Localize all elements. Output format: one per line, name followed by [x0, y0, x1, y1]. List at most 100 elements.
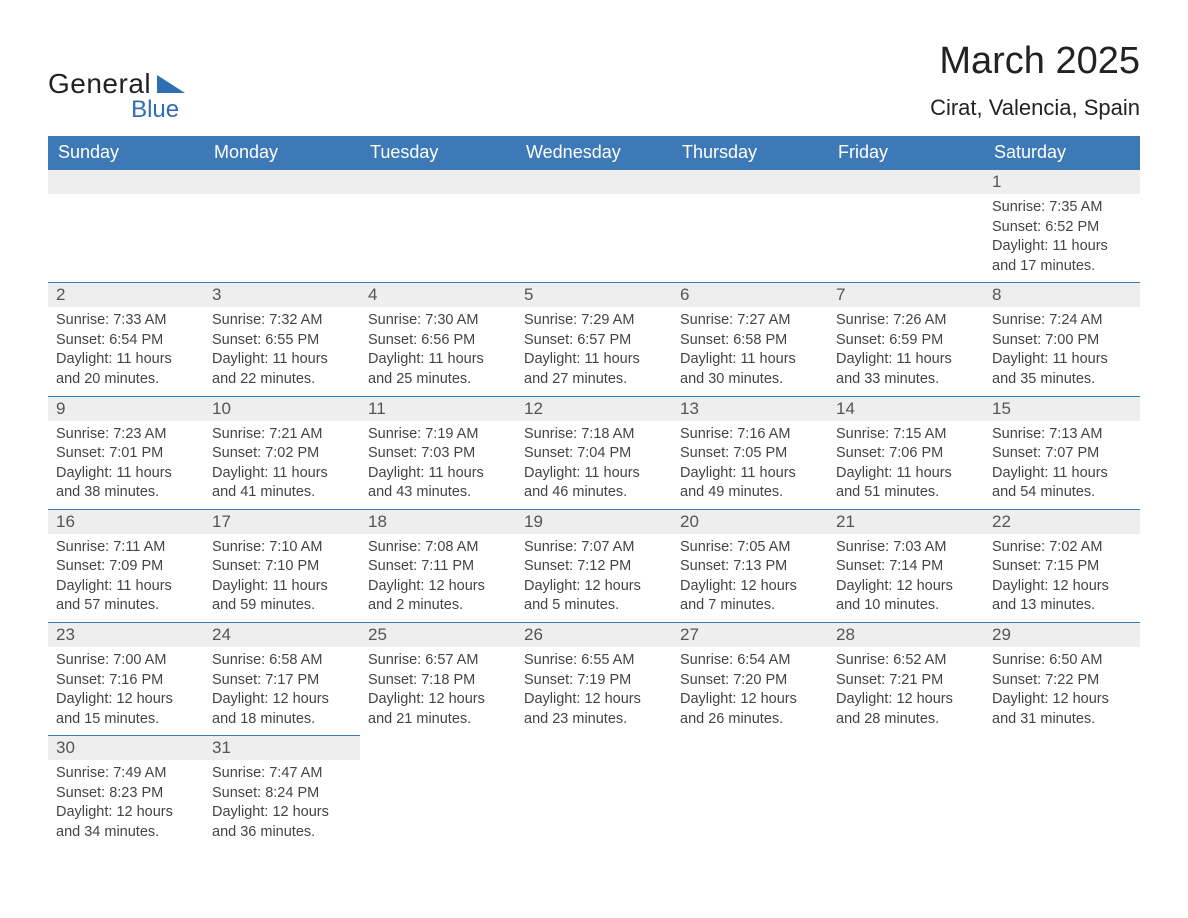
calendar-day-cell: 22Sunrise: 7:02 AMSunset: 7:15 PMDayligh…	[984, 509, 1140, 622]
calendar-day-cell: 29Sunrise: 6:50 AMSunset: 7:22 PMDayligh…	[984, 623, 1140, 736]
sunset-line: Sunset: 7:00 PM	[992, 331, 1132, 351]
calendar-day-cell: 13Sunrise: 7:16 AMSunset: 7:05 PMDayligh…	[672, 396, 828, 509]
calendar-day-cell: 24Sunrise: 6:58 AMSunset: 7:17 PMDayligh…	[204, 623, 360, 736]
weekday-header: Sunday	[48, 136, 204, 170]
daylight-line: Daylight: 12 hours and 34 minutes.	[56, 803, 196, 842]
daylight-line: Daylight: 12 hours and 26 minutes.	[680, 690, 820, 729]
sunrise-line: Sunrise: 6:50 AM	[992, 651, 1132, 671]
sunrise-line: Sunrise: 7:33 AM	[56, 311, 196, 331]
calendar-header: SundayMondayTuesdayWednesdayThursdayFrid…	[48, 136, 1140, 170]
day-details: Sunrise: 7:29 AMSunset: 6:57 PMDaylight:…	[516, 307, 672, 395]
sunrise-line: Sunrise: 7:21 AM	[212, 425, 352, 445]
sunrise-line: Sunrise: 6:58 AM	[212, 651, 352, 671]
calendar-day-cell	[516, 170, 672, 283]
daylight-line: Daylight: 11 hours and 38 minutes.	[56, 464, 196, 503]
sunset-line: Sunset: 8:23 PM	[56, 784, 196, 804]
sunset-line: Sunset: 7:12 PM	[524, 557, 664, 577]
day-number: 29	[984, 623, 1140, 647]
calendar-day-cell: 23Sunrise: 7:00 AMSunset: 7:16 PMDayligh…	[48, 623, 204, 736]
weekday-header: Saturday	[984, 136, 1140, 170]
empty-daynum	[516, 170, 672, 194]
day-details: Sunrise: 7:26 AMSunset: 6:59 PMDaylight:…	[828, 307, 984, 395]
daylight-line: Daylight: 11 hours and 17 minutes.	[992, 237, 1132, 276]
sunset-line: Sunset: 7:02 PM	[212, 444, 352, 464]
calendar-day-cell: 27Sunrise: 6:54 AMSunset: 7:20 PMDayligh…	[672, 623, 828, 736]
sunset-line: Sunset: 7:16 PM	[56, 671, 196, 691]
daylight-line: Daylight: 11 hours and 41 minutes.	[212, 464, 352, 503]
calendar-week-row: 2Sunrise: 7:33 AMSunset: 6:54 PMDaylight…	[48, 283, 1140, 396]
daylight-line: Daylight: 11 hours and 35 minutes.	[992, 350, 1132, 389]
day-details: Sunrise: 7:10 AMSunset: 7:10 PMDaylight:…	[204, 534, 360, 622]
sunrise-line: Sunrise: 7:26 AM	[836, 311, 976, 331]
daylight-line: Daylight: 12 hours and 13 minutes.	[992, 577, 1132, 616]
calendar-day-cell: 6Sunrise: 7:27 AMSunset: 6:58 PMDaylight…	[672, 283, 828, 396]
calendar-day-cell	[984, 736, 1140, 849]
sunrise-line: Sunrise: 7:35 AM	[992, 198, 1132, 218]
sunset-line: Sunset: 6:56 PM	[368, 331, 508, 351]
calendar-day-cell	[48, 170, 204, 283]
daylight-line: Daylight: 12 hours and 15 minutes.	[56, 690, 196, 729]
calendar-day-cell	[672, 736, 828, 849]
day-number: 17	[204, 510, 360, 534]
calendar-day-cell: 7Sunrise: 7:26 AMSunset: 6:59 PMDaylight…	[828, 283, 984, 396]
sunset-line: Sunset: 8:24 PM	[212, 784, 352, 804]
sunrise-line: Sunrise: 7:16 AM	[680, 425, 820, 445]
day-number: 3	[204, 283, 360, 307]
daylight-line: Daylight: 11 hours and 22 minutes.	[212, 350, 352, 389]
day-number: 23	[48, 623, 204, 647]
sunset-line: Sunset: 7:03 PM	[368, 444, 508, 464]
calendar-day-cell	[672, 170, 828, 283]
day-number: 20	[672, 510, 828, 534]
calendar-day-cell: 2Sunrise: 7:33 AMSunset: 6:54 PMDaylight…	[48, 283, 204, 396]
calendar-day-cell: 20Sunrise: 7:05 AMSunset: 7:13 PMDayligh…	[672, 509, 828, 622]
calendar-day-cell: 5Sunrise: 7:29 AMSunset: 6:57 PMDaylight…	[516, 283, 672, 396]
daylight-line: Daylight: 11 hours and 30 minutes.	[680, 350, 820, 389]
sunset-line: Sunset: 7:18 PM	[368, 671, 508, 691]
day-number: 18	[360, 510, 516, 534]
day-number: 15	[984, 397, 1140, 421]
daylight-line: Daylight: 12 hours and 28 minutes.	[836, 690, 976, 729]
day-number: 7	[828, 283, 984, 307]
day-details: Sunrise: 7:18 AMSunset: 7:04 PMDaylight:…	[516, 421, 672, 509]
brand-word-2: Blue	[131, 96, 179, 124]
weekday-header: Thursday	[672, 136, 828, 170]
calendar-day-cell: 16Sunrise: 7:11 AMSunset: 7:09 PMDayligh…	[48, 509, 204, 622]
weekday-header: Monday	[204, 136, 360, 170]
day-number: 5	[516, 283, 672, 307]
sunset-line: Sunset: 7:05 PM	[680, 444, 820, 464]
day-details: Sunrise: 7:35 AMSunset: 6:52 PMDaylight:…	[984, 194, 1140, 282]
sunset-line: Sunset: 6:52 PM	[992, 218, 1132, 238]
sunset-line: Sunset: 7:10 PM	[212, 557, 352, 577]
daylight-line: Daylight: 11 hours and 54 minutes.	[992, 464, 1132, 503]
sunrise-line: Sunrise: 7:30 AM	[368, 311, 508, 331]
sunrise-line: Sunrise: 6:54 AM	[680, 651, 820, 671]
sunrise-line: Sunrise: 7:11 AM	[56, 538, 196, 558]
sunset-line: Sunset: 7:04 PM	[524, 444, 664, 464]
calendar-day-cell: 12Sunrise: 7:18 AMSunset: 7:04 PMDayligh…	[516, 396, 672, 509]
day-number: 30	[48, 736, 204, 760]
day-number: 13	[672, 397, 828, 421]
daylight-line: Daylight: 12 hours and 7 minutes.	[680, 577, 820, 616]
sunrise-line: Sunrise: 7:49 AM	[56, 764, 196, 784]
day-number: 31	[204, 736, 360, 760]
day-details: Sunrise: 7:16 AMSunset: 7:05 PMDaylight:…	[672, 421, 828, 509]
sunrise-line: Sunrise: 6:57 AM	[368, 651, 508, 671]
day-number: 26	[516, 623, 672, 647]
calendar-day-cell	[516, 736, 672, 849]
sunrise-line: Sunrise: 7:03 AM	[836, 538, 976, 558]
weekday-header: Wednesday	[516, 136, 672, 170]
daylight-line: Daylight: 11 hours and 59 minutes.	[212, 577, 352, 616]
sunset-line: Sunset: 7:09 PM	[56, 557, 196, 577]
sunset-line: Sunset: 7:15 PM	[992, 557, 1132, 577]
day-details: Sunrise: 7:03 AMSunset: 7:14 PMDaylight:…	[828, 534, 984, 622]
calendar-day-cell: 11Sunrise: 7:19 AMSunset: 7:03 PMDayligh…	[360, 396, 516, 509]
daylight-line: Daylight: 12 hours and 21 minutes.	[368, 690, 508, 729]
day-details: Sunrise: 6:54 AMSunset: 7:20 PMDaylight:…	[672, 647, 828, 735]
calendar-day-cell: 19Sunrise: 7:07 AMSunset: 7:12 PMDayligh…	[516, 509, 672, 622]
calendar-table: SundayMondayTuesdayWednesdayThursdayFrid…	[48, 136, 1140, 849]
calendar-body: 1Sunrise: 7:35 AMSunset: 6:52 PMDaylight…	[48, 170, 1140, 849]
daylight-line: Daylight: 11 hours and 57 minutes.	[56, 577, 196, 616]
weekday-header: Friday	[828, 136, 984, 170]
calendar-week-row: 9Sunrise: 7:23 AMSunset: 7:01 PMDaylight…	[48, 396, 1140, 509]
sunset-line: Sunset: 7:20 PM	[680, 671, 820, 691]
